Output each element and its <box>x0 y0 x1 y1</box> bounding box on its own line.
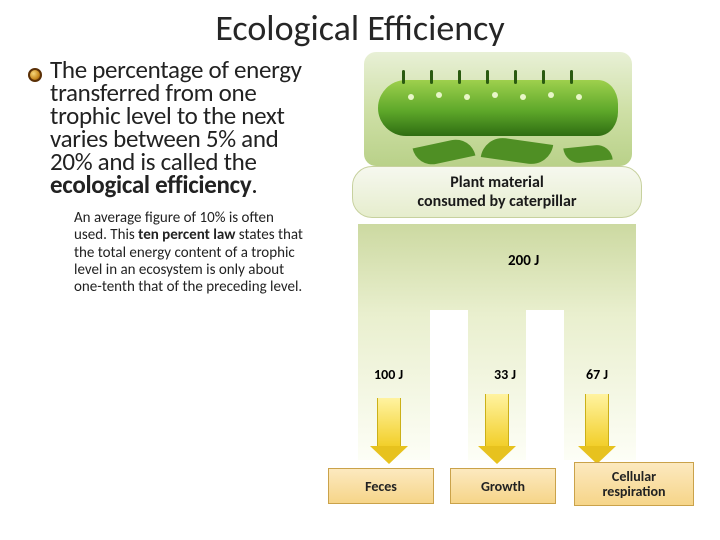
caterpillar-image <box>364 52 632 166</box>
main-bullet: The percentage of energy transferred fro… <box>28 58 320 196</box>
main-paragraph: The percentage of energy transferred fro… <box>50 58 320 196</box>
arrow-down-icon <box>478 394 516 464</box>
flow-gap <box>430 310 468 460</box>
main-pre: The percentage of energy transferred fro… <box>50 54 302 177</box>
leaf-icon <box>481 135 553 166</box>
respiration-output-box: Cellular respiration <box>574 462 694 506</box>
page-title: Ecological Efficiency <box>0 0 720 50</box>
arrow-down-icon <box>370 398 408 464</box>
feces-energy-value: 100 J <box>374 366 403 383</box>
diagram: Plant material consumed by caterpillar 2… <box>328 58 708 518</box>
leaf-icon <box>563 144 612 165</box>
caterpillar-body <box>378 80 618 136</box>
plant-box-line2: consumed by caterpillar <box>361 192 633 211</box>
bullet-icon <box>28 68 42 82</box>
left-column: The percentage of energy transferred fro… <box>28 58 328 518</box>
plant-box-line1: Plant material <box>361 173 633 192</box>
feces-output-box: Feces <box>328 468 434 504</box>
sub-paragraph: An average figure of 10% is often used. … <box>74 210 304 296</box>
sub-bold: ten percent law <box>138 226 235 244</box>
arrow-down-icon <box>578 394 616 464</box>
input-energy-label: 200 J <box>508 252 539 270</box>
main-bold: ecological efficiency <box>50 169 251 200</box>
leaf-icon <box>413 136 476 166</box>
plant-material-box: Plant material consumed by caterpillar <box>352 166 642 218</box>
growth-energy-value: 33 J <box>494 366 516 383</box>
flow-gap <box>526 310 564 460</box>
main-post: . <box>251 169 257 200</box>
respiration-energy-value: 67 J <box>586 366 608 383</box>
growth-output-box: Growth <box>450 468 556 504</box>
content-row: The percentage of energy transferred fro… <box>0 50 720 518</box>
